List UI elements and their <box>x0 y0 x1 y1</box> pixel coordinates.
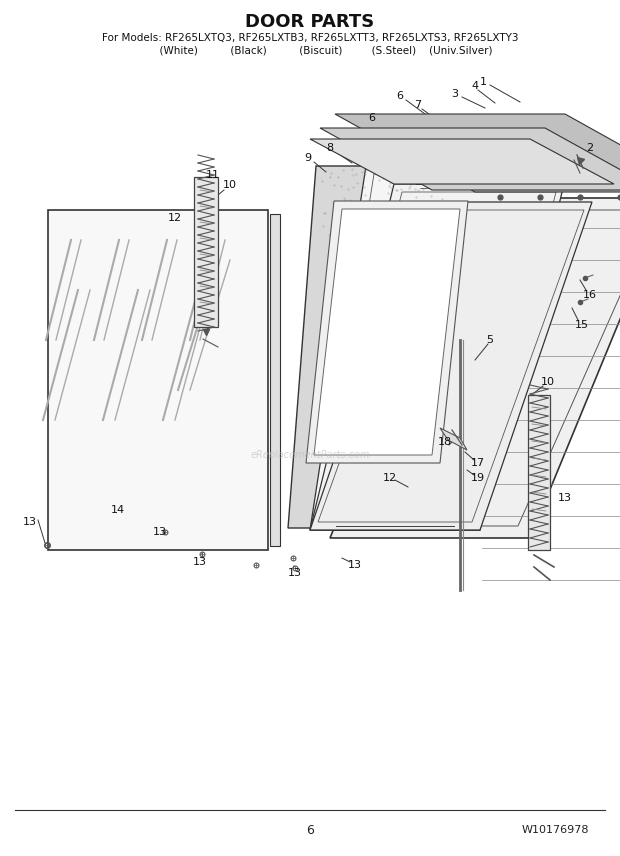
Text: DOOR PARTS: DOOR PARTS <box>246 13 374 31</box>
Text: 13: 13 <box>23 517 37 527</box>
Text: W10176978: W10176978 <box>521 825 589 835</box>
Text: 3: 3 <box>451 89 459 99</box>
Text: 6: 6 <box>397 91 404 101</box>
Text: 19: 19 <box>471 473 485 483</box>
Polygon shape <box>310 166 536 530</box>
Polygon shape <box>320 128 620 190</box>
Text: 6: 6 <box>368 113 376 123</box>
Text: 6: 6 <box>306 823 314 836</box>
Polygon shape <box>330 198 620 538</box>
Polygon shape <box>270 214 280 546</box>
Text: 13: 13 <box>153 527 167 537</box>
Text: 4: 4 <box>471 81 479 91</box>
Text: 13: 13 <box>348 560 362 570</box>
Polygon shape <box>288 166 486 528</box>
Text: 17: 17 <box>471 458 485 468</box>
Polygon shape <box>194 177 218 327</box>
Polygon shape <box>528 395 550 550</box>
Text: 12: 12 <box>383 473 397 483</box>
Text: eReplacementParts.com: eReplacementParts.com <box>250 450 370 460</box>
Text: 2: 2 <box>587 143 593 153</box>
Text: 13: 13 <box>558 493 572 503</box>
Text: 14: 14 <box>111 505 125 515</box>
Text: 10: 10 <box>223 180 237 190</box>
Text: 1: 1 <box>479 77 487 87</box>
Text: 16: 16 <box>583 290 597 300</box>
Polygon shape <box>310 202 592 530</box>
Text: 13: 13 <box>193 557 207 567</box>
Text: For Models: RF265LXTQ3, RF265LXTB3, RF265LXTT3, RF265LXTS3, RF265LXTY3: For Models: RF265LXTQ3, RF265LXTB3, RF26… <box>102 33 518 43</box>
Text: 10: 10 <box>541 377 555 387</box>
Text: 15: 15 <box>575 320 589 330</box>
Polygon shape <box>310 184 564 530</box>
Polygon shape <box>314 209 460 455</box>
Text: 9: 9 <box>304 153 312 163</box>
Text: 18: 18 <box>438 437 452 447</box>
Text: 8: 8 <box>327 143 334 153</box>
Text: 11: 11 <box>206 170 220 180</box>
Polygon shape <box>48 210 268 550</box>
Text: 7: 7 <box>414 100 422 110</box>
Text: 12: 12 <box>168 213 182 223</box>
Polygon shape <box>306 201 468 463</box>
Text: 5: 5 <box>487 335 494 345</box>
Polygon shape <box>440 428 467 450</box>
Polygon shape <box>335 114 620 192</box>
Text: (White)          (Black)          (Biscuit)         (S.Steel)    (Univ.Silver): (White) (Black) (Biscuit) (S.Steel) (Uni… <box>127 45 493 55</box>
Text: 13: 13 <box>288 568 302 578</box>
Polygon shape <box>310 139 614 184</box>
